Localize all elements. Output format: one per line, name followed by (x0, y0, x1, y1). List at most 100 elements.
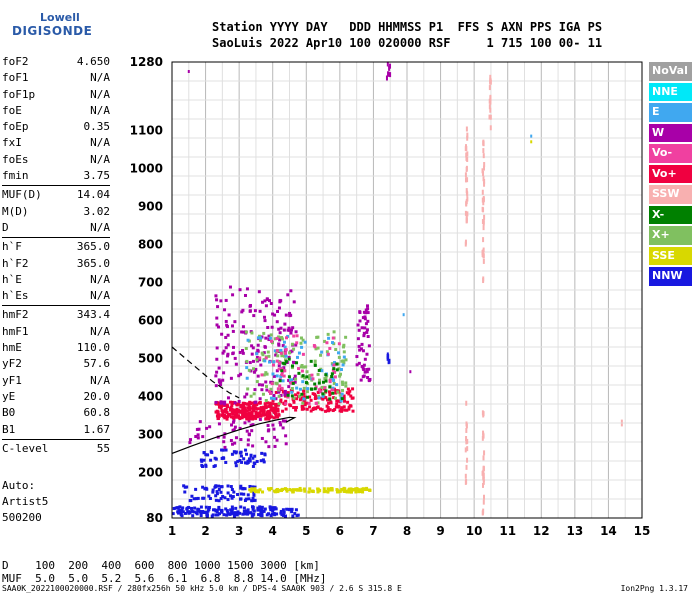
data-point (343, 408, 347, 412)
data-point (321, 397, 325, 401)
data-point (489, 125, 492, 131)
param-label: foEp (2, 120, 29, 134)
data-point (326, 406, 330, 410)
data-point (219, 400, 223, 404)
data-point (248, 488, 252, 492)
data-point (200, 459, 204, 463)
data-point (483, 178, 486, 184)
data-point (313, 397, 317, 401)
data-point (243, 512, 247, 516)
param-label: B1 (2, 422, 16, 436)
data-point (341, 382, 345, 386)
data-point (272, 374, 276, 378)
data-point (287, 355, 291, 359)
data-point (366, 304, 370, 308)
data-point (263, 299, 267, 303)
data-point (274, 397, 278, 401)
data-point (245, 287, 249, 291)
data-point (235, 411, 239, 415)
data-point (215, 490, 219, 494)
data-point (482, 466, 485, 472)
data-point (331, 368, 335, 372)
data-point (251, 507, 255, 511)
data-point (211, 488, 215, 492)
data-point (298, 398, 302, 402)
param-value: N/A (90, 220, 110, 234)
data-point (301, 405, 305, 409)
data-point (308, 395, 312, 399)
data-point (216, 305, 220, 309)
data-point (489, 94, 492, 100)
data-point (272, 511, 276, 515)
data-point (233, 441, 237, 445)
data-point (358, 490, 362, 494)
data-point (344, 384, 348, 388)
data-point (530, 140, 533, 144)
data-point (276, 403, 280, 407)
data-point (269, 396, 273, 400)
x-tick-label: 2 (201, 524, 209, 538)
data-point (285, 507, 289, 511)
data-point (230, 403, 234, 407)
data-point (239, 405, 243, 409)
data-point (258, 505, 262, 509)
data-point (482, 171, 485, 177)
data-point (226, 484, 230, 488)
data-point (261, 509, 265, 513)
param-row: foEs N/A (2, 152, 110, 168)
data-point (250, 352, 254, 356)
data-point (299, 488, 303, 492)
data-point (333, 375, 337, 379)
data-point (190, 494, 194, 498)
data-point (287, 378, 291, 382)
data-point (269, 487, 273, 491)
data-point (247, 457, 251, 461)
data-point (482, 482, 485, 488)
data-point (388, 65, 391, 71)
data-point (266, 423, 270, 427)
x-tick-label: 3 (235, 524, 243, 538)
data-point (293, 512, 297, 516)
data-point (482, 200, 485, 206)
data-point (482, 237, 485, 243)
data-point (328, 346, 332, 350)
data-point (253, 487, 257, 491)
data-point (277, 327, 281, 331)
data-point (215, 410, 219, 414)
data-point (332, 330, 336, 334)
param-row: hmE 110.0 (2, 340, 110, 356)
data-point (340, 406, 344, 410)
data-point (253, 388, 257, 392)
data-point (317, 381, 321, 385)
param-label: M(D) (2, 204, 29, 218)
data-point (323, 396, 327, 400)
data-point (251, 415, 255, 419)
param-value: 110.0 (76, 341, 110, 355)
x-tick-label: 8 (403, 524, 411, 538)
data-point (219, 380, 223, 384)
legend-item-voplus: Vo+ (649, 164, 692, 183)
data-point (230, 324, 234, 328)
data-point (271, 423, 275, 427)
data-point (363, 315, 367, 319)
data-point (324, 379, 328, 383)
x-tick-label: 15 (634, 524, 651, 538)
legend-item-w: W (649, 123, 692, 142)
data-point (240, 330, 244, 334)
data-point (244, 415, 248, 419)
data-point (330, 388, 334, 392)
data-point (276, 407, 280, 411)
data-point (272, 397, 276, 401)
data-point (256, 407, 260, 411)
data-point (311, 408, 315, 412)
data-point (202, 451, 206, 455)
data-point (232, 450, 236, 454)
data-point (247, 433, 251, 437)
data-point (201, 496, 205, 500)
data-point (482, 219, 485, 225)
data-point (280, 386, 284, 390)
data-point (233, 425, 237, 429)
data-point (481, 410, 484, 416)
param-row: foF1 N/A (2, 70, 110, 86)
data-point (241, 351, 245, 355)
